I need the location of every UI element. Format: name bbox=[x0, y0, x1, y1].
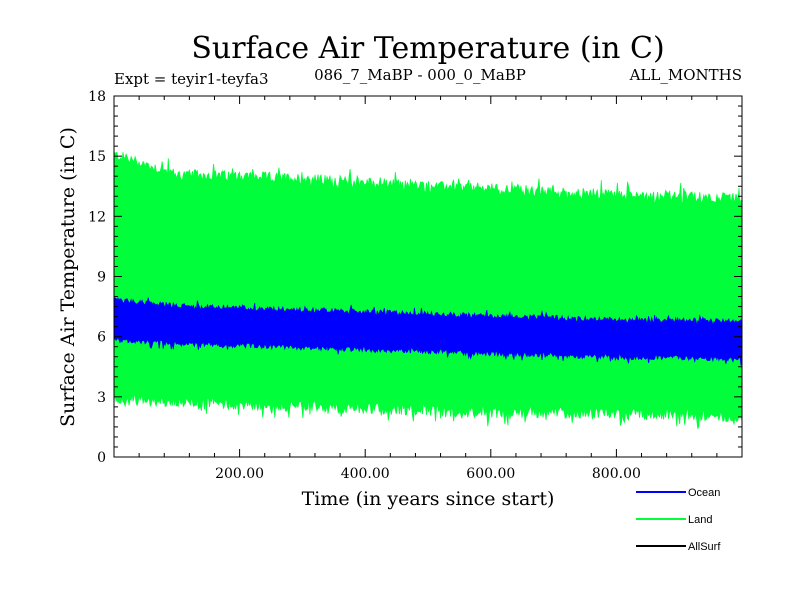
experiment-label: Expt = teyir1-teyfa3 bbox=[114, 70, 269, 88]
x-tick-label: 800.00 bbox=[592, 466, 641, 482]
x-axis-label: Time (in years since start) bbox=[302, 488, 555, 510]
months-label: ALL_MONTHS bbox=[629, 66, 742, 84]
x-tick-label: 200.00 bbox=[215, 466, 264, 482]
y-tick-label: 12 bbox=[88, 209, 106, 225]
axes: 0 3 6 9 12 15 18 200.00 400.00 600.00 800.00 bbox=[88, 89, 743, 482]
chart-title: Surface Air Temperature (in C) bbox=[191, 31, 664, 66]
x-tick-label: 400.00 bbox=[341, 466, 390, 482]
y-tick-label: 6 bbox=[97, 330, 106, 346]
y-tick-label: 3 bbox=[97, 390, 106, 406]
period-label: 086_7_MaBP - 000_0_MaBP bbox=[314, 66, 526, 84]
series-land-band bbox=[113, 151, 743, 429]
legend-label-allsurf: AllSurf bbox=[688, 541, 721, 553]
legend-label-land: Land bbox=[688, 514, 712, 526]
legend: Ocean Land AllSurf bbox=[636, 487, 721, 553]
y-axis-label: Surface Air Temperature (in C) bbox=[57, 127, 79, 427]
x-tick-label: 600.00 bbox=[466, 466, 515, 482]
y-tick-label: 18 bbox=[88, 89, 106, 105]
plot-area bbox=[113, 151, 743, 429]
y-tick-label: 0 bbox=[97, 450, 106, 466]
y-tick-label: 9 bbox=[97, 270, 106, 286]
y-tick-label: 15 bbox=[88, 149, 106, 165]
legend-label-ocean: Ocean bbox=[688, 487, 720, 499]
